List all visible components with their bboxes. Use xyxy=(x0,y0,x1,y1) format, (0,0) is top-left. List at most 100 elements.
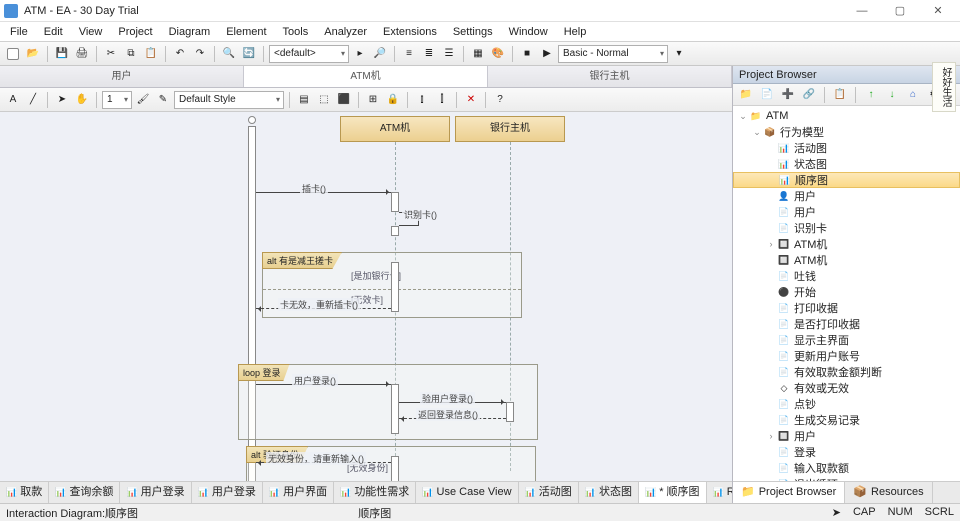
menu-element[interactable]: Element xyxy=(220,24,272,40)
tree-item[interactable]: ◇有效或无效 xyxy=(733,380,960,396)
halign-icon[interactable]: ⫿ xyxy=(433,91,451,109)
layer-icon[interactable]: ▤ xyxy=(295,91,313,109)
menu-file[interactable]: File xyxy=(4,24,34,40)
tree-item[interactable]: ⚫开始 xyxy=(733,284,960,300)
hand-icon[interactable]: ✋ xyxy=(73,91,91,109)
delete-icon[interactable]: ✕ xyxy=(462,91,480,109)
new-diag-icon[interactable]: 📄 xyxy=(758,86,776,104)
valign-icon[interactable]: ⫾ xyxy=(413,91,431,109)
down-icon[interactable]: ↓ xyxy=(883,86,901,104)
bottom-tab[interactable]: 📊活动图 xyxy=(519,482,579,503)
close-button[interactable]: ✕ xyxy=(920,1,956,21)
tree-item[interactable]: 📄输入取款额 xyxy=(733,460,960,476)
color-icon[interactable]: 🎨 xyxy=(489,45,507,63)
open-icon[interactable]: 📂 xyxy=(24,45,42,63)
default-combo[interactable]: <default> xyxy=(269,45,349,63)
align-right-icon[interactable]: ☰ xyxy=(440,45,458,63)
bottom-tab[interactable]: 📊Requirements xyxy=(707,482,732,503)
zoom-combo[interactable]: 1 xyxy=(102,91,132,109)
menu-edit[interactable]: Edit xyxy=(38,24,69,40)
go-icon[interactable]: ▸ xyxy=(351,45,369,63)
menu-extensions[interactable]: Extensions xyxy=(377,24,443,40)
maximize-button[interactable]: ▢ xyxy=(882,1,918,21)
up-icon[interactable]: ↑ xyxy=(862,86,880,104)
help-icon[interactable]: ? xyxy=(491,91,509,109)
dropdown-icon[interactable]: ▾ xyxy=(670,45,688,63)
bottom-tab[interactable]: 📊用户界面 xyxy=(263,482,334,503)
menu-settings[interactable]: Settings xyxy=(447,24,499,40)
tree-item[interactable]: 📄显示主界面 xyxy=(733,332,960,348)
tab-resources[interactable]: 📦Resources xyxy=(845,482,932,503)
tree-item[interactable]: ⌄📁ATM xyxy=(733,108,960,124)
menu-analyzer[interactable]: Analyzer xyxy=(318,24,373,40)
lifeline-atm[interactable]: ATM机 xyxy=(340,116,450,142)
brush-icon[interactable]: 🖌 xyxy=(134,91,152,109)
bottom-tab[interactable]: 📊功能性需求 xyxy=(334,482,416,503)
tree-item[interactable]: 📄点钞 xyxy=(733,396,960,412)
save-icon[interactable]: 💾 xyxy=(53,45,71,63)
menu-diagram[interactable]: Diagram xyxy=(163,24,217,40)
tree-item[interactable]: ⌄📦行为模型 xyxy=(733,124,960,140)
line-icon[interactable]: ╱ xyxy=(24,91,42,109)
new-icon[interactable] xyxy=(4,45,22,63)
tree-item[interactable]: 📄更新用户账号 xyxy=(733,348,960,364)
tree-item[interactable]: 📄吐钱 xyxy=(733,268,960,284)
tree-item[interactable]: 📄生成交易记录 xyxy=(733,412,960,428)
lock-icon[interactable]: 🔒 xyxy=(384,91,402,109)
pen-icon[interactable]: ✎ xyxy=(154,91,172,109)
tree-item[interactable]: ›🔲ATM机 xyxy=(733,236,960,252)
new-pkg-icon[interactable]: 📁 xyxy=(737,86,755,104)
bottom-tab[interactable]: 📊* 顺序图 xyxy=(639,482,707,503)
tree-item[interactable]: 📄识别卡 xyxy=(733,220,960,236)
diagram-canvas[interactable]: ATM机 银行主机 插卡() 识别卡() alt 有是减王搓卡 [是加银行卡] … xyxy=(0,112,732,481)
align-left-icon[interactable]: ≡ xyxy=(400,45,418,63)
bottom-tab[interactable]: 📊状态图 xyxy=(579,482,639,503)
style-combo[interactable]: Default Style xyxy=(174,91,284,109)
project-tree[interactable]: ⌄📁ATM⌄📦行为模型📊活动图📊状态图📊顺序图👤用户📄用户📄识别卡›🔲ATM机🔲… xyxy=(733,106,960,481)
group-icon[interactable]: ⬚ xyxy=(315,91,333,109)
search-icon[interactable]: 🔍 xyxy=(220,45,238,63)
home-icon[interactable]: ⌂ xyxy=(904,86,922,104)
minimize-button[interactable]: — xyxy=(844,1,880,21)
tree-item[interactable]: 🔲ATM机 xyxy=(733,252,960,268)
refresh-icon[interactable]: 🔄 xyxy=(240,45,258,63)
tree-item[interactable]: 📄登录 xyxy=(733,444,960,460)
tree-item[interactable]: 📄打印收据 xyxy=(733,300,960,316)
cut-icon[interactable]: ✂ xyxy=(102,45,120,63)
link-icon[interactable]: 🔗 xyxy=(800,86,818,104)
tab-project-browser[interactable]: 📁Project Browser xyxy=(733,482,845,503)
menu-window[interactable]: Window xyxy=(503,24,554,40)
tree-item[interactable]: 📊活动图 xyxy=(733,140,960,156)
new-elem-icon[interactable]: ➕ xyxy=(779,86,797,104)
pointer-icon[interactable]: ➤ xyxy=(53,91,71,109)
play-icon[interactable]: ▶ xyxy=(538,45,556,63)
menu-tools[interactable]: Tools xyxy=(277,24,315,40)
snap-icon[interactable]: ⊞ xyxy=(364,91,382,109)
font-icon[interactable]: A xyxy=(4,91,22,109)
paste-icon[interactable]: 📋 xyxy=(142,45,160,63)
tree-item[interactable]: ›🔲用户 xyxy=(733,428,960,444)
lifeline-bank[interactable]: 银行主机 xyxy=(455,116,565,142)
doctab[interactable]: ATM机 xyxy=(244,66,488,87)
tree-item[interactable]: 📄是否打印收据 xyxy=(733,316,960,332)
align-center-icon[interactable]: ≣ xyxy=(420,45,438,63)
print-icon[interactable]: 🖨 xyxy=(73,45,91,63)
grid-icon[interactable]: ▦ xyxy=(469,45,487,63)
bottom-tab[interactable]: 📊查询余额 xyxy=(49,482,120,503)
stop-icon[interactable]: ■ xyxy=(518,45,536,63)
menu-help[interactable]: Help xyxy=(558,24,593,40)
doc-icon[interactable]: 📋 xyxy=(831,86,849,104)
ungroup-icon[interactable]: ⬛ xyxy=(335,91,353,109)
undo-icon[interactable]: ↶ xyxy=(171,45,189,63)
tree-item[interactable]: 👤用户 xyxy=(733,188,960,204)
tree-item[interactable]: 📊状态图 xyxy=(733,156,960,172)
redo-icon[interactable]: ↷ xyxy=(191,45,209,63)
bottom-tab[interactable]: 📊用户登录 xyxy=(192,482,263,503)
basic-combo[interactable]: Basic - Normal xyxy=(558,45,668,63)
tree-item[interactable]: 📄有效取款金额判断 xyxy=(733,364,960,380)
bottom-tab[interactable]: 📊Use Case View xyxy=(416,482,518,503)
doctab[interactable]: 银行主机 xyxy=(488,66,732,87)
menu-project[interactable]: Project xyxy=(112,24,158,40)
bottom-tab[interactable]: 📊取款 xyxy=(0,482,49,503)
copy-icon[interactable]: ⧉ xyxy=(122,45,140,63)
